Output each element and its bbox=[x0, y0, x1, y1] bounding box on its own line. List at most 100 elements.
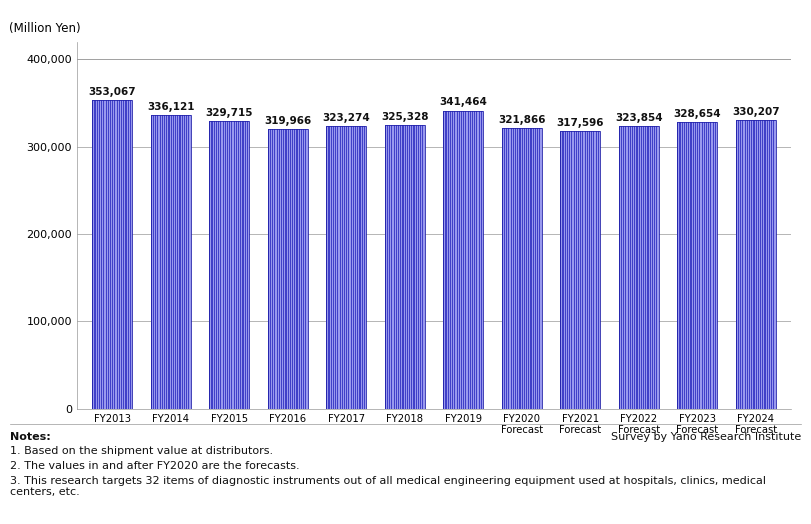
Bar bbox=[521, 128, 523, 409]
Bar bbox=[276, 129, 277, 409]
Bar bbox=[216, 121, 217, 409]
Bar bbox=[581, 132, 582, 409]
Bar bbox=[304, 129, 305, 409]
Bar bbox=[578, 132, 579, 409]
Bar bbox=[570, 132, 571, 409]
Bar bbox=[517, 128, 518, 409]
Bar bbox=[706, 122, 707, 409]
Bar bbox=[519, 128, 521, 409]
Bar bbox=[186, 115, 187, 409]
Bar bbox=[737, 121, 738, 409]
Bar bbox=[172, 115, 173, 409]
Bar bbox=[93, 101, 94, 409]
Bar bbox=[390, 125, 392, 409]
Bar bbox=[523, 128, 524, 409]
Bar bbox=[686, 122, 687, 409]
Bar bbox=[222, 121, 224, 409]
Bar bbox=[92, 101, 93, 409]
Text: 341,464: 341,464 bbox=[440, 97, 487, 107]
Bar bbox=[481, 111, 482, 409]
Bar bbox=[696, 122, 697, 409]
Bar bbox=[503, 128, 504, 409]
Bar bbox=[190, 115, 191, 409]
Bar bbox=[512, 128, 513, 409]
Bar bbox=[92, 101, 132, 409]
Bar bbox=[419, 125, 420, 409]
Text: 336,121: 336,121 bbox=[147, 102, 195, 112]
Bar bbox=[468, 111, 469, 409]
Bar bbox=[466, 111, 468, 409]
Bar bbox=[656, 126, 658, 409]
Bar bbox=[354, 126, 355, 409]
Bar bbox=[623, 126, 624, 409]
Bar bbox=[103, 101, 105, 409]
Bar bbox=[653, 126, 654, 409]
Bar bbox=[644, 126, 646, 409]
Bar bbox=[478, 111, 480, 409]
Bar bbox=[124, 101, 126, 409]
Bar bbox=[365, 126, 366, 409]
Bar bbox=[181, 115, 182, 409]
Bar bbox=[234, 121, 236, 409]
Bar bbox=[114, 101, 115, 409]
Text: 2. The values in and after FY2020 are the forecasts.: 2. The values in and after FY2020 are th… bbox=[10, 461, 299, 471]
Bar bbox=[110, 101, 111, 409]
Bar bbox=[744, 121, 745, 409]
Bar bbox=[630, 126, 631, 409]
Bar bbox=[97, 101, 98, 409]
Bar bbox=[699, 122, 701, 409]
Bar bbox=[461, 111, 462, 409]
Bar bbox=[701, 122, 702, 409]
Bar bbox=[594, 132, 595, 409]
Bar bbox=[389, 125, 390, 409]
Bar bbox=[587, 132, 588, 409]
Bar bbox=[576, 132, 577, 409]
Bar bbox=[175, 115, 176, 409]
Text: 329,715: 329,715 bbox=[205, 108, 253, 118]
Bar bbox=[650, 126, 652, 409]
Bar bbox=[157, 115, 158, 409]
Bar bbox=[179, 115, 181, 409]
Bar bbox=[654, 126, 655, 409]
Bar bbox=[482, 111, 483, 409]
Bar bbox=[227, 121, 228, 409]
Bar bbox=[476, 111, 478, 409]
Bar bbox=[588, 132, 589, 409]
Bar bbox=[456, 111, 457, 409]
Bar bbox=[117, 101, 118, 409]
Bar bbox=[338, 126, 340, 409]
Bar bbox=[123, 101, 124, 409]
Bar bbox=[647, 126, 649, 409]
Bar bbox=[770, 121, 771, 409]
Bar bbox=[506, 128, 507, 409]
Bar bbox=[628, 126, 629, 409]
Text: 323,854: 323,854 bbox=[615, 113, 663, 123]
Bar bbox=[580, 132, 581, 409]
Bar bbox=[286, 129, 288, 409]
Bar bbox=[355, 126, 356, 409]
Bar bbox=[270, 129, 271, 409]
Bar bbox=[243, 121, 245, 409]
Bar bbox=[293, 129, 294, 409]
Bar bbox=[508, 128, 509, 409]
Bar bbox=[98, 101, 99, 409]
Bar bbox=[448, 111, 450, 409]
Bar bbox=[453, 111, 454, 409]
Bar bbox=[364, 126, 365, 409]
Bar bbox=[397, 125, 398, 409]
Bar bbox=[108, 101, 109, 409]
Bar bbox=[693, 122, 694, 409]
Bar bbox=[590, 132, 591, 409]
Bar bbox=[631, 126, 632, 409]
Bar bbox=[619, 126, 620, 409]
Bar bbox=[217, 121, 218, 409]
Bar bbox=[480, 111, 481, 409]
Bar bbox=[707, 122, 708, 409]
Bar bbox=[702, 122, 704, 409]
Bar bbox=[392, 125, 393, 409]
Bar bbox=[527, 128, 528, 409]
Bar bbox=[619, 126, 659, 409]
Bar bbox=[464, 111, 466, 409]
Bar bbox=[396, 125, 397, 409]
Bar bbox=[219, 121, 221, 409]
